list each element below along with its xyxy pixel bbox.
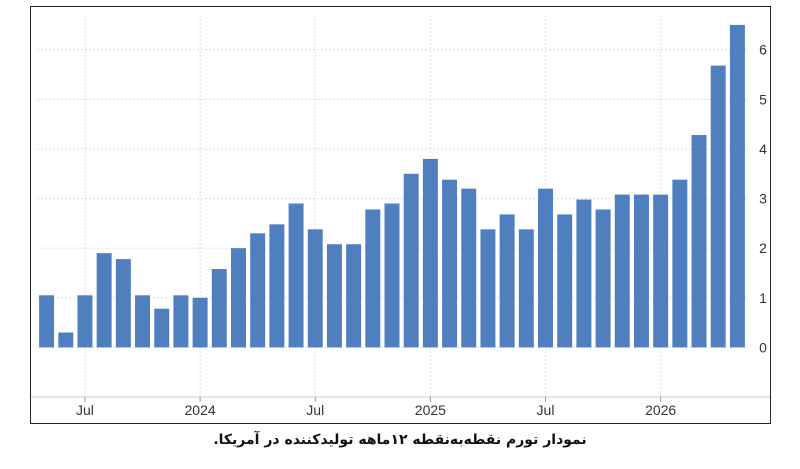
bar <box>250 233 266 348</box>
x-tick-label: Jul <box>306 402 324 418</box>
bar <box>115 259 131 348</box>
bar <box>211 269 227 348</box>
bars <box>39 24 745 348</box>
bar <box>576 199 592 348</box>
bar <box>595 209 611 348</box>
bar <box>346 244 362 348</box>
y-tick-label: 6 <box>759 42 767 58</box>
bar <box>442 179 458 348</box>
y-tick-label: 1 <box>759 290 767 306</box>
y-tick-label: 3 <box>759 191 767 207</box>
y-tick-label: 4 <box>759 141 767 157</box>
bar <box>173 295 189 348</box>
chart-frame: 0 1 2 3 4 5 6 Jul 2024 Jul 2025 Jul 2026 <box>30 6 771 424</box>
bar <box>231 248 246 348</box>
bar <box>135 295 151 348</box>
bar <box>538 188 553 348</box>
bar <box>461 188 477 348</box>
bar <box>326 244 342 348</box>
bar <box>77 295 93 348</box>
bar <box>557 214 573 348</box>
y-tick-label: 5 <box>759 91 767 107</box>
x-tick-label: Jul <box>76 402 94 418</box>
bar <box>39 295 55 348</box>
bar <box>96 253 112 348</box>
bar <box>192 297 208 348</box>
bar <box>691 135 707 348</box>
bar <box>307 229 323 348</box>
x-axis-ticks: Jul 2024 Jul 2025 Jul 2026 <box>76 397 676 418</box>
bar <box>403 173 419 348</box>
chart: 0 1 2 3 4 5 6 Jul 2024 Jul 2025 Jul 2026 <box>31 15 770 418</box>
bar <box>633 194 649 348</box>
y-tick-label: 0 <box>759 339 767 355</box>
bar <box>614 194 630 348</box>
bar <box>480 229 496 348</box>
bar <box>518 229 534 348</box>
bar <box>729 24 745 348</box>
bar <box>384 203 400 348</box>
bar <box>154 308 170 348</box>
y-tick-label: 2 <box>759 240 767 256</box>
bar <box>269 224 285 348</box>
x-tick-label: 2024 <box>185 402 216 418</box>
bar <box>499 214 515 348</box>
bar <box>653 194 669 348</box>
y-axis-ticks: 0 1 2 3 4 5 6 <box>759 42 767 356</box>
bar <box>58 332 74 348</box>
bar <box>710 65 726 348</box>
bar <box>365 209 381 348</box>
bar <box>422 158 438 348</box>
bar <box>288 203 304 348</box>
grid <box>31 15 770 398</box>
chart-caption: نمودار تورم نقطه‌به‌نقطه ۱۲ماهه تولیدکنن… <box>213 432 587 448</box>
x-tick-label: 2025 <box>415 402 446 418</box>
bar <box>672 179 688 348</box>
x-tick-label: 2026 <box>645 402 676 418</box>
x-tick-label: Jul <box>537 402 555 418</box>
